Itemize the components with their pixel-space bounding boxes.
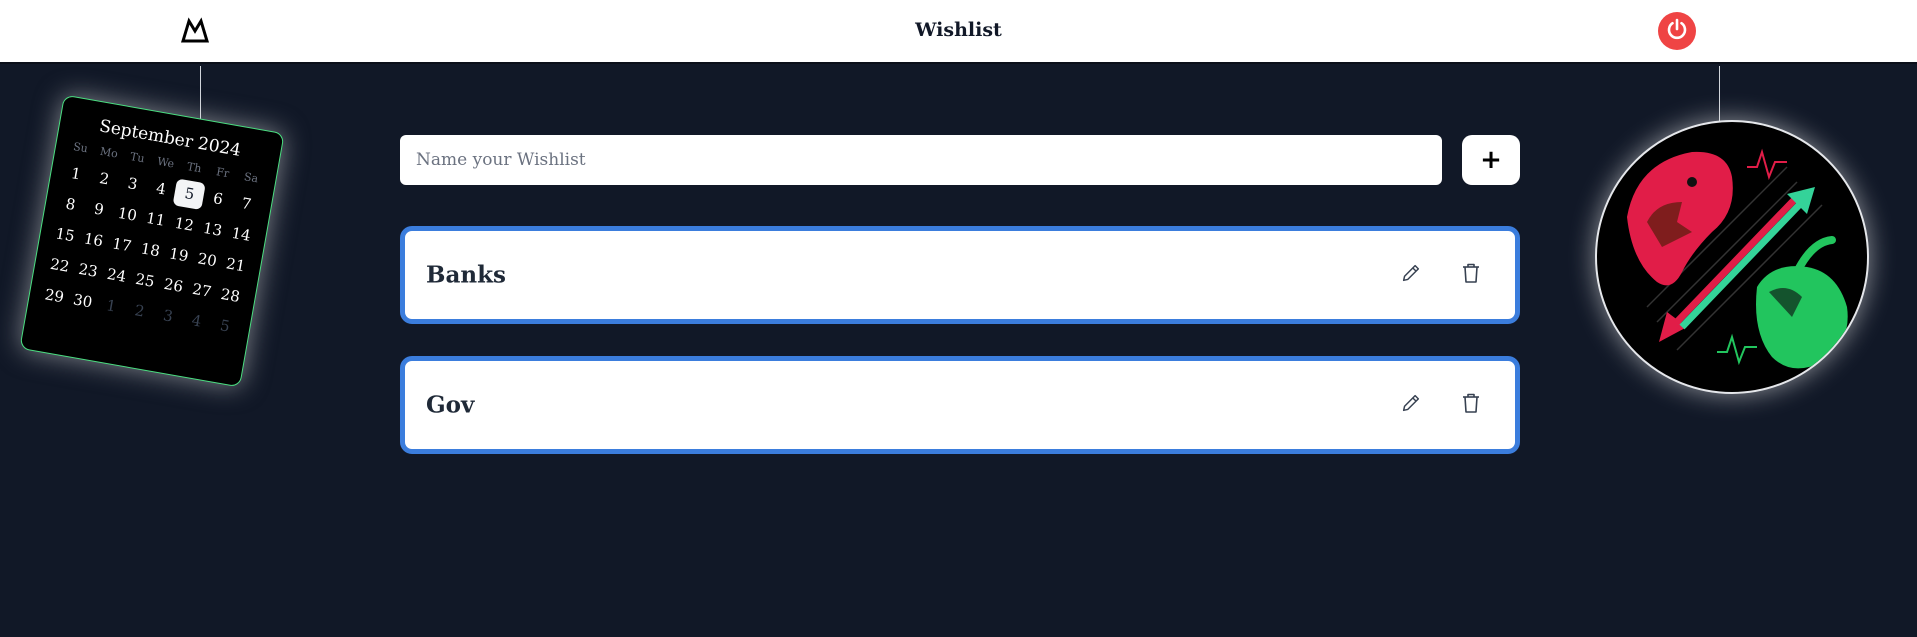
calendar-weekday: Tu — [129, 150, 146, 166]
power-icon — [1665, 17, 1689, 45]
avatar-string — [1719, 66, 1720, 122]
trash-icon — [1461, 262, 1481, 288]
logout-button[interactable] — [1658, 12, 1696, 50]
delete-button[interactable] — [1456, 390, 1486, 420]
calendar-day[interactable]: 5 — [218, 316, 232, 336]
calendar-weekday: Th — [185, 160, 203, 176]
calendar-weekday: Mo — [98, 144, 119, 161]
wishlist-name: Gov — [426, 391, 475, 419]
pencil-icon — [1400, 262, 1422, 288]
wishlist-card[interactable]: Gov — [400, 356, 1520, 454]
wishlist-card[interactable]: Banks — [400, 226, 1520, 324]
calendar-weekday: Fr — [215, 165, 231, 181]
bull-bear-market-image — [1627, 148, 1848, 369]
wishlist-name: Banks — [426, 261, 506, 289]
mountain-logo-icon[interactable] — [180, 16, 210, 44]
wishlist-name-input[interactable] — [400, 135, 1442, 185]
calendar-weekday: Su — [72, 139, 89, 156]
top-nav: Wishlist — [0, 0, 1917, 64]
calendar-day[interactable]: 28 — [219, 284, 242, 306]
delete-button[interactable] — [1456, 260, 1486, 290]
pencil-icon — [1400, 392, 1422, 418]
calendar-weekday: We — [156, 154, 176, 171]
calendar-day[interactable]: 14 — [230, 223, 253, 245]
wishlist-name-field[interactable] — [400, 135, 1442, 185]
add-wishlist-button[interactable]: + — [1462, 135, 1520, 185]
edit-button[interactable] — [1396, 260, 1426, 290]
calendar-grid: Su Mo Tu We Th Fr Sa 1 2 3 4 5 6 7 8 9 10 11 12 13 14 15 16 17 1… — [38, 137, 267, 342]
calendar-string — [200, 66, 201, 126]
calendar-day[interactable]: 21 — [224, 254, 247, 276]
page-title: Wishlist — [915, 19, 1002, 41]
calendar-day[interactable]: 7 — [240, 194, 253, 214]
edit-button[interactable] — [1396, 390, 1426, 420]
avatar[interactable] — [1595, 120, 1869, 394]
calendar-widget: September 2024 Su Mo Tu We Th Fr Sa 1 2 3 4 5 6 7 8 9 10… — [19, 94, 285, 388]
calendar-weekday: Sa — [242, 170, 260, 186]
trash-icon — [1461, 392, 1481, 418]
